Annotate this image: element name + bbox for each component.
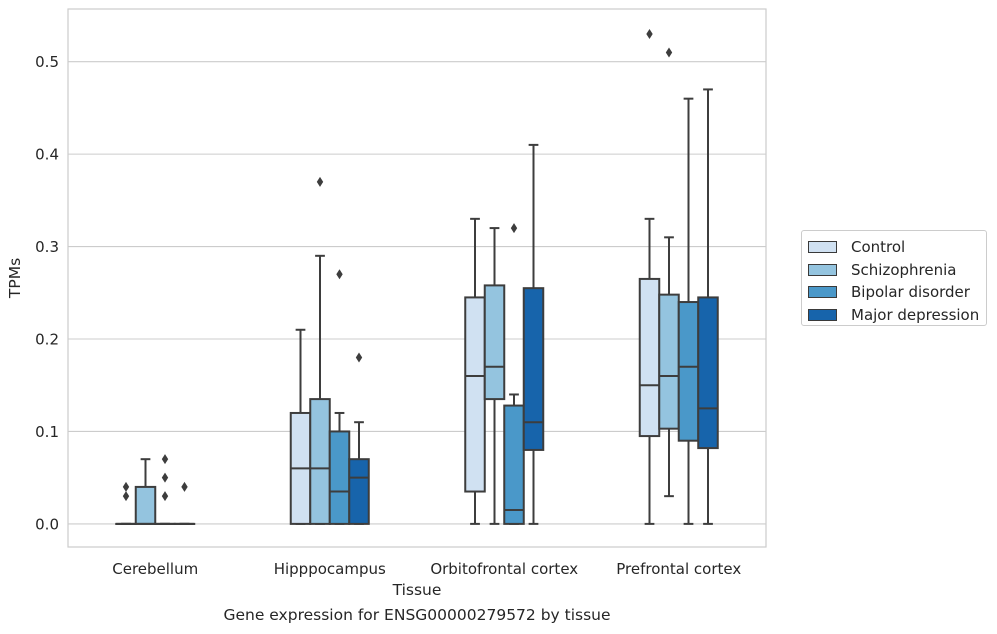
box-2-1 bbox=[483, 227, 506, 525]
box-0-1 bbox=[134, 458, 157, 525]
outlier-point bbox=[161, 472, 169, 483]
y-tick-labels: 0.0 0.1 0.2 0.3 0.4 0.5 bbox=[35, 53, 59, 533]
y-tick-label: 0.2 bbox=[35, 331, 59, 349]
outlier-point bbox=[646, 28, 653, 39]
grid-lines bbox=[68, 61, 766, 525]
x-tick-label: Hipppocampus bbox=[274, 560, 386, 578]
legend-item-major-depression: Major depression bbox=[808, 304, 986, 327]
y-tick-label: 0.3 bbox=[35, 238, 59, 256]
box-iqr bbox=[503, 404, 525, 525]
legend-label: Control bbox=[851, 238, 906, 257]
outlier-point bbox=[122, 481, 130, 492]
outlier-point bbox=[181, 481, 188, 492]
legend-item-schizophrenia: Schizophrenia bbox=[808, 259, 986, 282]
box-iqr bbox=[697, 296, 719, 450]
outlier-point bbox=[355, 352, 363, 363]
x-tick-label: Cerebellum bbox=[112, 560, 198, 578]
legend-swatch-control bbox=[808, 241, 837, 254]
box-3-3 bbox=[697, 88, 719, 525]
box-1-3 bbox=[348, 352, 370, 525]
y-tick-label: 0.4 bbox=[35, 146, 59, 164]
legend-label: Major depression bbox=[851, 305, 980, 324]
x-tick-label: Orbitofrontal cortex bbox=[430, 560, 578, 578]
x-tick-label: Prefrontal cortex bbox=[616, 560, 741, 578]
box-iqr bbox=[658, 293, 680, 430]
legend-item-bipolar-disorder: Bipolar disorder bbox=[808, 281, 986, 304]
box-iqr bbox=[464, 296, 486, 493]
y-axis-label: TPMs bbox=[6, 258, 24, 299]
legend-item-control: Control bbox=[808, 236, 986, 259]
outlier-point bbox=[122, 491, 130, 502]
outlier-point bbox=[510, 223, 518, 234]
outlier-point bbox=[665, 47, 673, 58]
box-iqr bbox=[638, 277, 661, 438]
outlier-point bbox=[161, 491, 169, 502]
plot-frame bbox=[67, 8, 767, 548]
box-0-0 bbox=[115, 481, 137, 525]
box-iqr bbox=[522, 287, 545, 451]
box-layer bbox=[115, 28, 719, 525]
box-3-0 bbox=[638, 28, 661, 525]
box-0-2 bbox=[154, 454, 176, 525]
figure-caption: Gene expression for ENSG00000279572 by t… bbox=[223, 606, 611, 624]
y-tick-label: 0.5 bbox=[35, 53, 59, 71]
box-iqr bbox=[348, 458, 370, 525]
y-tick-label: 0.1 bbox=[35, 423, 59, 441]
box-iqr bbox=[677, 301, 700, 442]
x-axis-label: Tissue bbox=[392, 581, 442, 599]
outlier-point bbox=[316, 176, 324, 187]
outlier-point bbox=[336, 269, 343, 280]
box-1-1 bbox=[309, 176, 331, 525]
box-2-3 bbox=[522, 143, 545, 525]
box-iqr bbox=[483, 284, 506, 401]
legend-swatch-major-depression bbox=[808, 308, 837, 321]
box-iqr bbox=[134, 485, 157, 525]
legend-label: Bipolar disorder bbox=[851, 283, 970, 302]
box-2-0 bbox=[464, 217, 486, 525]
box-2-2 bbox=[503, 223, 525, 525]
legend-swatch-schizophrenia bbox=[808, 263, 837, 276]
box-0-3 bbox=[173, 481, 196, 525]
box-3-2 bbox=[677, 97, 700, 525]
y-tick-label: 0.0 bbox=[35, 515, 59, 533]
box-1-2 bbox=[328, 269, 351, 525]
legend: Control Schizophrenia Bipolar disorder M… bbox=[801, 230, 987, 326]
box-1-0 bbox=[289, 328, 312, 525]
box-iqr bbox=[309, 398, 331, 525]
box-iqr bbox=[328, 430, 351, 525]
legend-swatch-bipolar-disorder bbox=[808, 286, 837, 299]
box-3-1 bbox=[658, 47, 680, 498]
outlier-point bbox=[161, 454, 169, 465]
legend-label: Schizophrenia bbox=[851, 260, 957, 279]
x-tick-labels: Cerebellum Hipppocampus Orbitofrontal cort… bbox=[112, 560, 741, 578]
